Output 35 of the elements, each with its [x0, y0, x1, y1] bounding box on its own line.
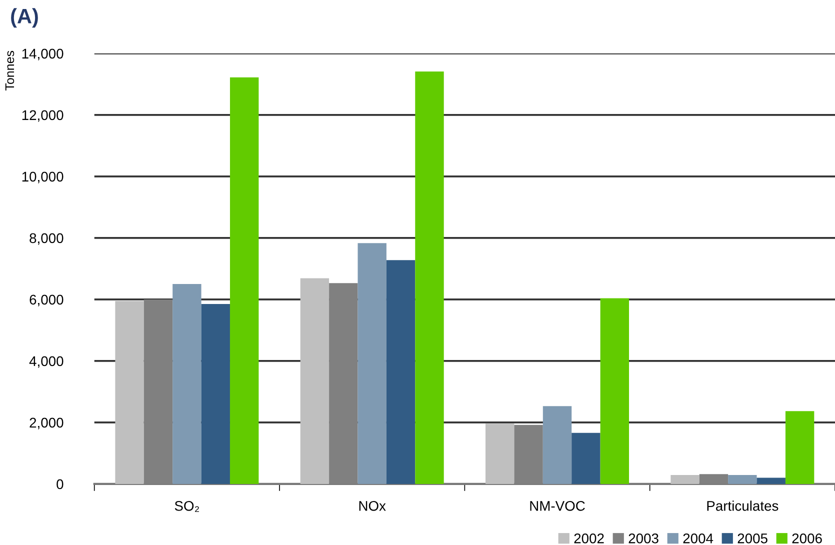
bar [230, 77, 259, 484]
y-tick-label: 12,000 [22, 110, 64, 122]
x-tick-label: NOx [359, 500, 386, 511]
bar [300, 278, 330, 484]
y-tick-label: 8,000 [30, 233, 64, 245]
y-tick-label: 14,000 [22, 48, 64, 60]
y-tick-label: 2,000 [30, 418, 64, 430]
bar [600, 298, 630, 484]
x-tick-label: NM-VOC [530, 500, 585, 511]
legend-label: 2002 [574, 533, 604, 544]
bar [756, 478, 786, 484]
x-tick-label: SO₂ [174, 500, 199, 512]
x-tick-label: Particulates [707, 500, 778, 511]
y-tick-label: 10,000 [22, 172, 64, 184]
bar [670, 475, 700, 484]
bar [486, 424, 514, 484]
y-tick-label: 0 [56, 479, 64, 490]
legend-label: 2006 [792, 533, 822, 544]
bar [415, 72, 444, 484]
bar [358, 243, 386, 484]
bar [785, 411, 814, 484]
bar [386, 260, 416, 484]
bar [115, 300, 144, 484]
bar [542, 406, 572, 484]
legend-label: 2005 [738, 533, 768, 544]
bar [201, 304, 230, 484]
legend-label: 2004 [683, 533, 714, 544]
y-tick-label: 6,000 [30, 294, 64, 306]
y-axis-title: Tonnes [5, 50, 14, 90]
legend-label: 2003 [628, 533, 658, 544]
bar [572, 432, 600, 484]
y-tick-label: 4,000 [29, 356, 64, 368]
chart-title: (A) [11, 8, 38, 28]
bar [728, 475, 757, 484]
bar [172, 284, 202, 484]
